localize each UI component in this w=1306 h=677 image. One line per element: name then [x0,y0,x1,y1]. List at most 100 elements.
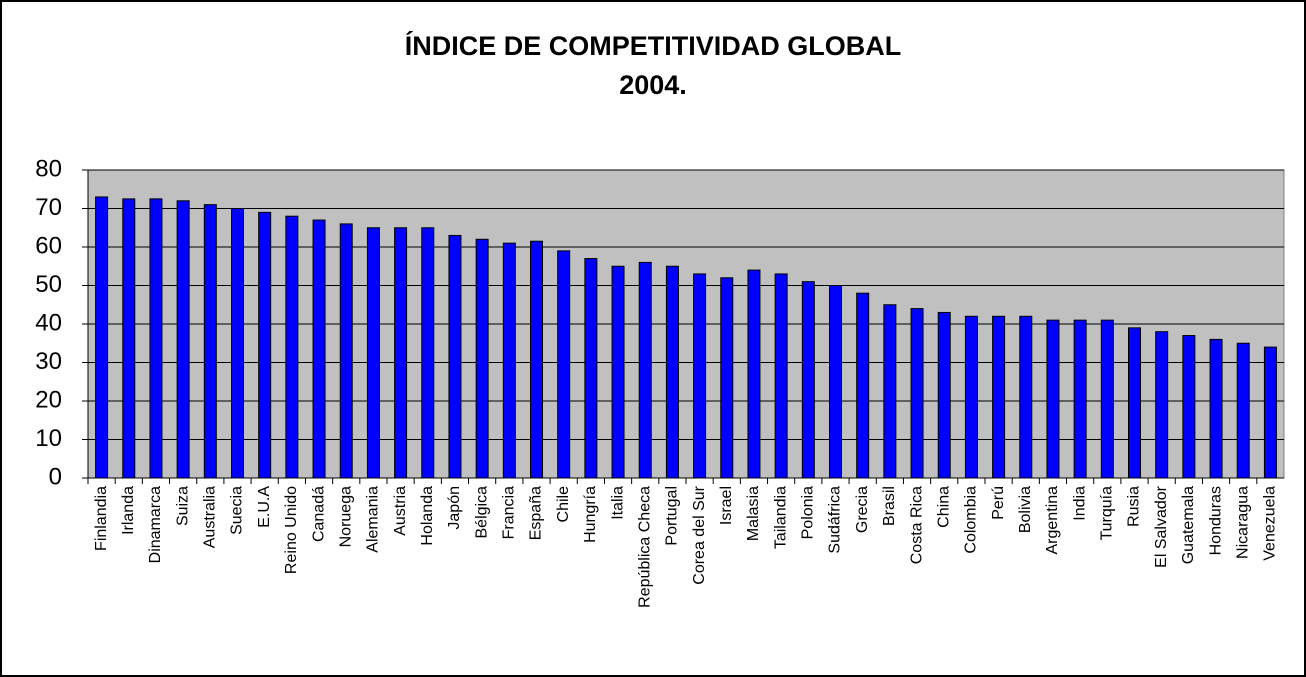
bar [910,308,924,479]
bar [149,198,163,479]
y-tick-label: 20 [35,386,62,413]
x-tick-label: Suiza [174,486,191,526]
y-tick-label: 80 [35,155,62,182]
x-tick-label: Noruega [337,486,354,547]
x-tick-label: Venezuela [1262,486,1279,561]
x-tick-label: Bolivia [1017,486,1034,533]
bar [937,311,951,479]
bar [1182,335,1196,479]
x-tick-label: E.U.A [256,486,273,528]
bar [720,277,734,479]
x-tick-label: Brasil [881,486,898,526]
y-tick-label: 0 [49,463,62,490]
bar [502,242,516,479]
bar [1100,319,1114,479]
x-tick-label: Nicaragua [1234,486,1251,559]
bar [992,315,1006,479]
x-tick-label: China [935,486,952,528]
bar [665,265,679,479]
bar [421,227,435,479]
x-tick-label: Guatemala [1180,486,1197,564]
x-tick-label: Corea del Sur [691,485,708,584]
x-tick-label: Alemania [365,486,382,553]
bar [448,234,462,479]
x-tick-label: Tailandia [772,486,789,549]
bar [557,250,571,479]
x-tick-label: Bélgica [473,486,490,539]
chart-title: ÍNDICE DE COMPETITIVIDAD GLOBAL [405,30,902,61]
bar [856,292,870,479]
y-tick-label: 40 [35,309,62,336]
bar [747,269,761,479]
bar [95,196,109,479]
bar [1263,346,1277,479]
bar [801,281,815,479]
bar [285,215,299,479]
bar [176,200,190,479]
bar [231,208,244,479]
x-tick-label: Polonia [800,486,817,539]
x-tick-label: Honduras [1207,486,1224,555]
bar [1236,342,1250,479]
bar [1209,338,1223,479]
x-tick-label: Japón [446,486,463,530]
bar [475,238,489,479]
x-tick-label: Finlandia [93,486,110,551]
chart-subtitle: 2004. [619,70,687,100]
bar [366,227,380,479]
x-tick-label: Francia [501,486,518,539]
bar [611,265,625,479]
bar [638,261,652,479]
x-tick-label: India [1071,486,1088,521]
bar [693,273,707,479]
bar [530,240,543,479]
x-tick-label: Canadá [310,486,327,542]
x-tick-label: Sudáfrica [827,486,844,554]
x-tick-label: Argentina [1044,486,1061,555]
bar [774,273,788,479]
x-tick-label: Holanda [419,486,436,546]
x-tick-label: Italia [609,486,626,520]
y-tick-label: 30 [35,348,62,375]
x-tick-label: Chile [555,486,572,523]
bar [829,285,842,479]
y-tick-label: 50 [35,271,62,298]
bar [203,204,217,479]
x-tick-label: Hungría [582,486,599,543]
x-tick-label: Israel [718,486,735,525]
x-tick-label: Costa Rica [908,486,925,564]
x-tick-label: España [528,486,545,540]
x-tick-label: Australia [202,486,219,548]
bar [1155,331,1169,479]
x-tick-label: Portugal [664,486,681,546]
x-tick-label: Turquía [1099,486,1116,541]
bar [1046,319,1060,479]
bar [964,315,978,479]
x-tick-label: Grecia [854,486,871,533]
y-tick-label: 60 [35,232,62,259]
y-tick-label: 70 [35,194,62,221]
bar [1128,327,1141,479]
bar [883,304,897,479]
x-tick-label: Malasia [745,486,762,541]
x-tick-label: Austria [392,486,409,536]
x-tick-label: Reino Unido [283,486,300,574]
bar [1019,315,1033,479]
bar [312,219,326,479]
bar [339,223,353,479]
x-tick-label: Rusia [1126,486,1143,527]
x-tick-label: Suecia [229,486,246,535]
x-tick-label: Colombia [963,486,980,554]
bar [122,198,136,479]
x-tick-label: Dinamarca [147,486,164,563]
bar [394,227,408,479]
x-tick-label: República Checa [636,486,653,608]
bar [1073,319,1087,479]
bar [258,211,272,479]
x-tick-label: El Salvador [1153,485,1170,567]
x-tick-label: Irlanda [120,486,137,535]
y-tick-label: 10 [35,425,62,452]
bar [584,258,598,479]
x-tick-label: Perú [990,486,1007,520]
